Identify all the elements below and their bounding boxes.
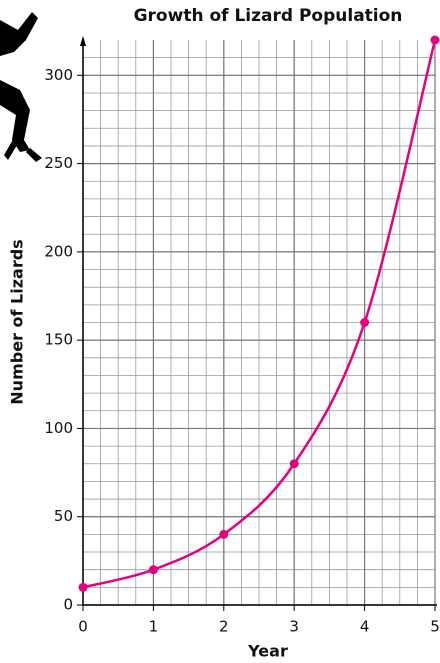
point [431,36,440,45]
x-tick-label: 3 [289,618,299,636]
chart-title: Growth of Lizard Population [134,6,403,26]
point [360,318,369,327]
y-tick-label: 300 [44,66,73,84]
y-axis-arrow [80,36,86,46]
grid [77,36,437,611]
y-tick-label: 200 [44,242,73,260]
lizard-illustration [0,12,42,162]
point [290,459,299,468]
point [219,530,228,539]
y-tick-label: 100 [44,419,73,437]
x-tick-label: 1 [149,618,159,636]
y-tick-label: 150 [44,331,73,349]
y-tick-label: 50 [54,507,73,525]
x-tick-label: 5 [430,618,440,636]
y-tick-label: 0 [63,596,73,614]
chart: Growth of Lizard Population Year Number … [0,0,440,663]
y-axis-title: Number of Lizards [8,239,27,404]
x-tick-label: 4 [360,618,370,636]
x-tick-label: 0 [78,618,88,636]
point [149,565,158,574]
point [79,583,88,592]
x-tick-label: 2 [219,618,229,636]
x-axis-title: Year [247,642,288,661]
y-tick-label: 250 [44,154,73,172]
